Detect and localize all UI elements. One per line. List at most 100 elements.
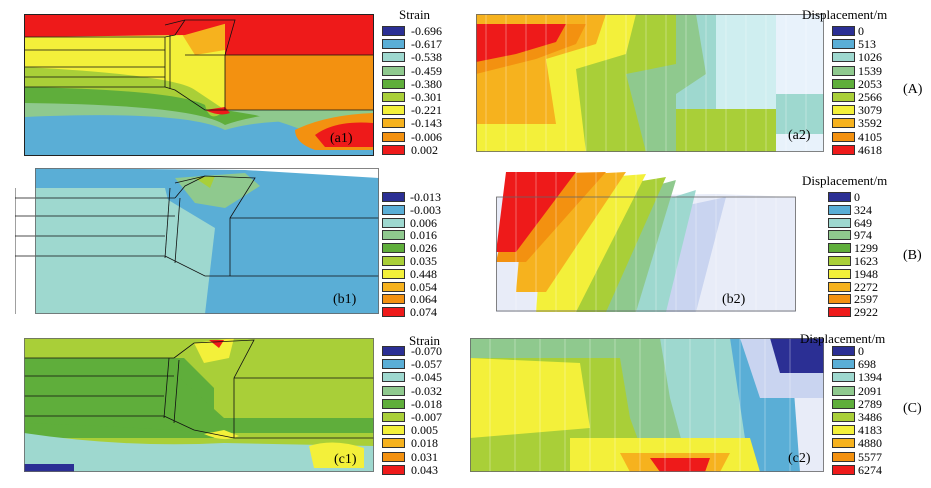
legend-value: 324: [854, 202, 872, 217]
legend-value: 3486: [858, 410, 882, 424]
panel-label-b1: (b1): [333, 292, 357, 307]
legend-swatch: [382, 256, 405, 266]
legend-displacement-a2: Displacement/m 0 513 1026 1539 2053 2566 3079 35…: [802, 4, 928, 160]
legend-value: 2091: [858, 383, 882, 398]
row-label-B: (B): [903, 248, 922, 263]
strain-plot-b1: (b1): [15, 168, 379, 314]
legend-swatch: [382, 385, 405, 396]
legend-value: -0.018: [411, 396, 442, 411]
legend-swatch: [382, 26, 405, 36]
legend-swatch: [382, 230, 405, 241]
legend-value: -0.045: [411, 370, 442, 385]
legend-value: -0.380: [411, 76, 442, 91]
legend-value: 0.005: [411, 423, 438, 438]
legend-swatch: [382, 464, 405, 475]
legend-swatch: [382, 39, 405, 50]
legend-swatch: [828, 192, 851, 202]
legend-value: 1394: [858, 370, 882, 385]
strain-plot-a1: (a1): [24, 14, 374, 156]
legend-value: 3592: [858, 116, 882, 131]
legend-value: 5577: [858, 449, 882, 464]
legend-swatch: [832, 385, 855, 396]
panel-label-a1: (a1): [330, 131, 353, 146]
legend-swatch: [382, 105, 405, 116]
legend-swatch: [382, 425, 405, 436]
legend-swatch: [382, 307, 405, 318]
legend-value: -0.459: [411, 63, 442, 78]
displacement-plot-b2: (b2): [496, 172, 796, 312]
panel-label-b2: (b2): [722, 292, 746, 307]
legend-title: Strain: [409, 333, 441, 348]
legend-swatch: [382, 359, 405, 370]
panel-label-c2: (c2): [788, 451, 811, 466]
legend-value: 0.043: [411, 462, 438, 477]
legend-value: 0: [858, 24, 864, 38]
legend-swatch: [828, 294, 851, 305]
legend-value: 2272: [854, 279, 878, 294]
panel-label-c1: (c1): [334, 452, 357, 467]
legend-swatch: [382, 204, 405, 215]
legend-swatch: [382, 346, 405, 356]
row-label-A: (A): [903, 82, 923, 97]
legend-swatch: [832, 359, 855, 370]
legend-swatch: [832, 118, 855, 129]
legend-swatch: [382, 192, 405, 202]
legend-value: 974: [854, 228, 872, 243]
legend-swatch: [832, 105, 855, 116]
legend-value: -0.007: [411, 410, 442, 424]
legend-value: -0.617: [411, 37, 442, 52]
legend-title: Displacement/m: [800, 331, 886, 346]
legend-swatch: [828, 217, 851, 228]
legend-swatch: [832, 412, 855, 422]
legend-swatch: [382, 78, 405, 89]
legend-value: 1948: [854, 266, 878, 281]
legend-swatch: [828, 243, 851, 254]
legend-value: -0.070: [411, 344, 442, 358]
legend-value: -0.013: [410, 190, 441, 204]
panel-label-a2: (a2): [788, 128, 811, 143]
legend-value: 0.064: [410, 292, 437, 307]
legend-value: 2566: [858, 90, 882, 104]
legend-swatch: [382, 294, 405, 305]
legend-swatch: [382, 412, 405, 422]
displacement-plot-c2: (c2): [470, 338, 824, 472]
legend-swatch: [832, 425, 855, 436]
legend-value: 1299: [854, 241, 878, 256]
strain-plot-c1: (c1): [24, 338, 374, 472]
legend-strain-c1: Strain -0.070 -0.057 -0.045 -0.032 -0.018 -0.0…: [382, 330, 472, 486]
legend-value: 0.031: [411, 449, 438, 464]
legend-value: 0.006: [410, 215, 437, 230]
legend-swatch: [382, 217, 405, 228]
legend-swatch: [832, 26, 855, 36]
legend-swatch: [832, 65, 855, 76]
legend-swatch: [832, 92, 855, 102]
legend-swatch: [828, 204, 851, 215]
legend-value: -0.003: [410, 202, 441, 217]
legend-value: 0: [854, 190, 860, 204]
legend-value: 6274: [858, 462, 882, 477]
legend-value: 1623: [854, 254, 878, 268]
legend-value: 0.016: [410, 228, 437, 243]
legend-swatch: [828, 256, 851, 266]
legend-value: 0.074: [410, 305, 437, 320]
legend-swatch: [382, 52, 405, 63]
legend-value: -0.696: [411, 24, 442, 38]
legend-value: 0.035: [410, 254, 437, 268]
legend-title: Displacement/m: [802, 7, 888, 22]
legend-value: 649: [854, 215, 872, 230]
legend-value: 513: [858, 37, 876, 52]
legend-displacement-c2: Displacement/m 0 698 1394 2091 2789 3486 4183 48…: [800, 330, 930, 486]
legend-swatch: [832, 438, 855, 449]
legend-value: 0.448: [410, 266, 437, 281]
legend-swatch: [828, 230, 851, 241]
legend-swatch: [828, 307, 851, 318]
row-label-C: (C): [903, 401, 922, 416]
legend-swatch: [382, 438, 405, 449]
legend-value: 4618: [858, 142, 882, 157]
displacement-plot-a2: (a2): [476, 14, 824, 152]
legend-swatch: [382, 92, 405, 102]
legend-value: 2597: [854, 292, 878, 307]
legend-value: 4880: [858, 436, 882, 451]
legend-swatch: [382, 281, 405, 292]
legend-title: Strain: [399, 7, 431, 22]
